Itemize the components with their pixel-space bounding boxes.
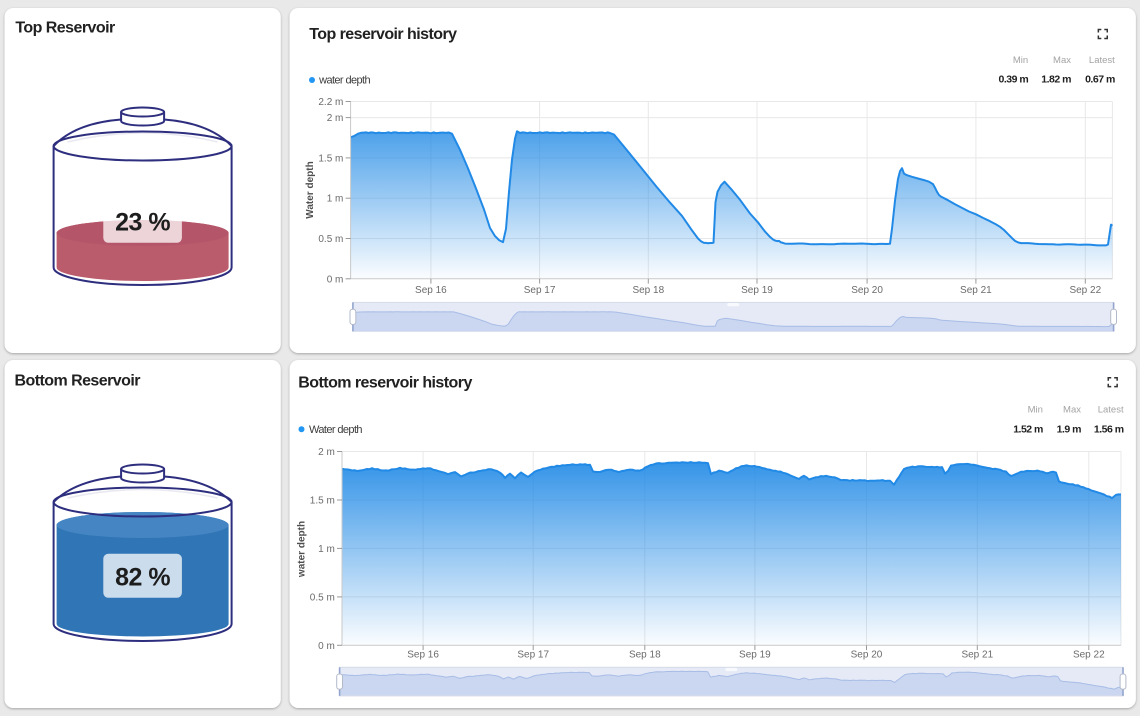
svg-text:Sep 20: Sep 20 [851, 649, 883, 660]
svg-text:Sep 16: Sep 16 [407, 649, 439, 660]
svg-text:Sep 22: Sep 22 [1069, 285, 1101, 296]
svg-text:2 m: 2 m [327, 113, 344, 124]
svg-text:Sep 18: Sep 18 [629, 649, 661, 660]
svg-text:1.5 m: 1.5 m [310, 496, 335, 507]
svg-text:Sep 21: Sep 21 [961, 649, 993, 660]
svg-text:Bottom Reservoir: Bottom Reservoir [15, 372, 141, 389]
svg-text:1 m: 1 m [318, 544, 335, 555]
svg-text:Sep 19: Sep 19 [739, 649, 771, 660]
svg-text:Min: Min [1013, 55, 1028, 66]
svg-text:water depth: water depth [318, 74, 370, 86]
svg-text:1.9 m: 1.9 m [1057, 424, 1082, 436]
svg-text:Top Reservoir: Top Reservoir [15, 19, 115, 36]
svg-text:Sep 19: Sep 19 [741, 285, 773, 296]
svg-text:1.5 m: 1.5 m [318, 153, 343, 164]
svg-text:0 m: 0 m [318, 641, 335, 652]
svg-text:Max: Max [1053, 55, 1071, 66]
svg-text:Water depth: Water depth [305, 161, 316, 218]
svg-text:2 m: 2 m [318, 447, 335, 458]
svg-text:Bottom reservoir history: Bottom reservoir history [298, 375, 472, 392]
svg-text:Sep 20: Sep 20 [851, 285, 883, 296]
svg-text:1.56 m: 1.56 m [1094, 424, 1124, 436]
svg-text:Sep 16: Sep 16 [415, 285, 447, 296]
svg-text:0.5 m: 0.5 m [310, 592, 335, 603]
svg-text:Top reservoir history: Top reservoir history [309, 26, 457, 43]
svg-text:82 %: 82 % [115, 564, 170, 592]
svg-text:Sep 17: Sep 17 [524, 285, 556, 296]
svg-text:1 m: 1 m [327, 194, 344, 205]
svg-text:Latest: Latest [1098, 404, 1124, 415]
svg-text:Sep 22: Sep 22 [1073, 649, 1105, 660]
svg-text:Sep 21: Sep 21 [960, 285, 992, 296]
svg-text:water depth: water depth [297, 521, 308, 578]
svg-text:1.52 m: 1.52 m [1013, 424, 1043, 436]
svg-text:0.67 m: 0.67 m [1085, 74, 1115, 86]
svg-text:0.5 m: 0.5 m [318, 234, 343, 245]
svg-text:Sep 18: Sep 18 [632, 285, 664, 296]
svg-text:2.2 m: 2.2 m [318, 97, 343, 108]
svg-text:Sep 17: Sep 17 [517, 649, 549, 660]
svg-text:1.82 m: 1.82 m [1041, 74, 1071, 86]
svg-text:23 %: 23 % [115, 209, 170, 237]
svg-text:0.39 m: 0.39 m [998, 74, 1028, 86]
svg-text:Max: Max [1063, 404, 1081, 415]
svg-text:Water depth: Water depth [309, 424, 362, 436]
svg-text:Min: Min [1028, 404, 1043, 415]
svg-text:0 m: 0 m [327, 274, 344, 285]
svg-text:Latest: Latest [1089, 55, 1115, 66]
